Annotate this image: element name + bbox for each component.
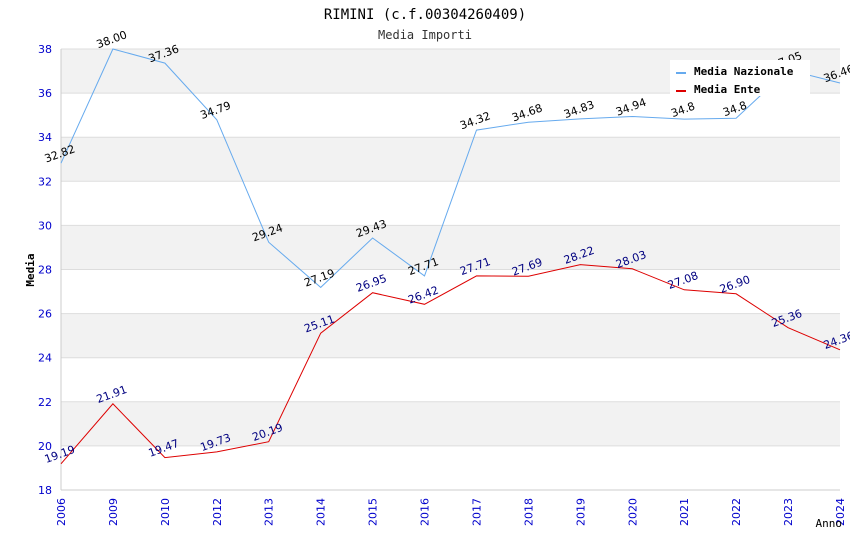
grid-band (61, 137, 840, 182)
data-label: 34.8 (669, 100, 696, 121)
x-tick-label: 2014 (315, 498, 328, 526)
data-label: 34.83 (562, 98, 596, 121)
x-tick-label: 2023 (782, 498, 795, 526)
y-tick-label: 28 (38, 264, 52, 277)
x-tick-label: 2020 (626, 498, 639, 526)
data-label: 26.90 (718, 273, 752, 296)
x-tick-label: 2006 (55, 498, 68, 526)
y-tick-label: 30 (38, 219, 52, 232)
x-axis-label: Anno (816, 517, 843, 530)
x-tick-label: 2010 (159, 498, 172, 526)
y-tick-label: 24 (38, 352, 52, 365)
x-tick-label: 2018 (522, 498, 535, 526)
data-label: 34.94 (614, 96, 648, 119)
y-tick-label: 22 (38, 396, 52, 409)
x-tick-label: 2019 (574, 498, 587, 526)
data-label: 34.8 (721, 99, 748, 120)
y-tick-label: 26 (38, 308, 52, 321)
x-tick-label: 2013 (263, 498, 276, 526)
grid-band (61, 401, 840, 446)
grid-band (61, 225, 840, 270)
legend-label-ente: Media Ente (694, 83, 761, 96)
y-tick-label: 20 (38, 440, 52, 453)
x-tick-label: 2021 (678, 498, 691, 526)
y-tick-label: 18 (38, 484, 52, 497)
series-line-ente (60, 264, 841, 465)
y-tick-labels: 18 20 22 24 26 28 30 32 34 36 38 (38, 43, 52, 497)
chart-subtitle: Media Importi (378, 28, 472, 42)
data-label: 38.00 (95, 28, 129, 51)
data-label: 26.42 (406, 284, 440, 307)
y-tick-label: 34 (38, 131, 52, 144)
legend: Media Nazionale Media Ente (670, 60, 810, 96)
x-tick-label: 2009 (107, 498, 120, 526)
axes (60, 49, 840, 491)
data-label: 27.08 (666, 269, 700, 292)
x-tick-label: 2017 (470, 498, 483, 526)
x-tick-label: 2015 (367, 498, 380, 526)
x-tick-label: 2022 (730, 498, 743, 526)
x-tick-label: 2012 (211, 498, 224, 526)
data-label: 26.95 (354, 272, 388, 295)
legend-box (670, 60, 810, 96)
x-tick-label: 2024 (834, 498, 847, 526)
x-tick-label: 2016 (419, 498, 432, 526)
y-tick-label: 36 (38, 87, 52, 100)
y-tick-label: 32 (38, 175, 52, 188)
chart-title: RIMINI (c.f.00304260409) (324, 7, 526, 23)
legend-label-nazionale: Media Nazionale (694, 65, 794, 78)
grid-band (61, 313, 840, 358)
series-lines (60, 48, 841, 465)
series-line-nazionale (60, 48, 841, 289)
y-axis-label: Media (24, 253, 37, 286)
data-label: 34.68 (510, 101, 544, 124)
gridlines (61, 48, 840, 491)
grid-bands (61, 49, 840, 446)
y-tick-label: 38 (38, 43, 52, 56)
x-tick-labels: 2006 2009 2010 2012 2013 2014 2015 2016 2017 2018… (55, 498, 847, 526)
